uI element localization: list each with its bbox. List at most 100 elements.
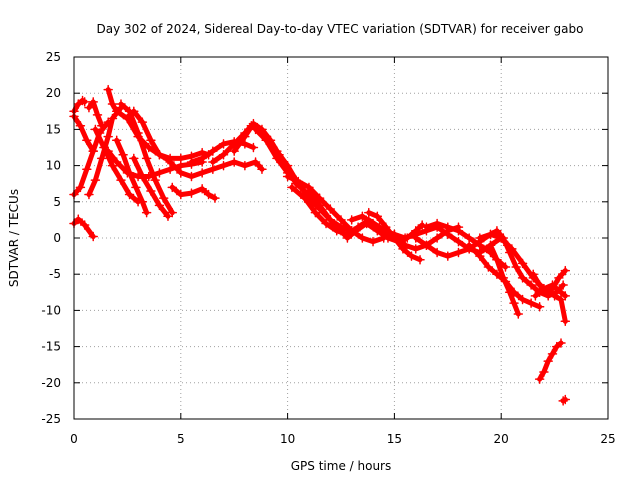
data-point <box>556 338 566 348</box>
data-point <box>197 153 207 164</box>
data-point <box>103 146 113 156</box>
data-point <box>111 157 122 167</box>
data-point <box>551 341 562 352</box>
data-point <box>103 84 113 95</box>
data-point <box>321 218 331 229</box>
data-point <box>116 99 126 109</box>
y-tick-label: -15 <box>41 340 61 354</box>
data-point <box>357 233 368 243</box>
data-point <box>432 218 442 229</box>
data-point <box>131 182 141 193</box>
x-tick-label: 15 <box>387 432 402 446</box>
data-point <box>304 186 314 196</box>
data-point <box>248 118 259 129</box>
data-point <box>229 157 239 167</box>
y-tick-label: -20 <box>41 376 61 390</box>
data-point <box>547 280 558 290</box>
series-12 <box>124 108 212 161</box>
y-tick-label: 10 <box>46 159 61 173</box>
x-tick-label: 0 <box>70 432 78 446</box>
data-point <box>549 291 560 301</box>
series-7 <box>92 126 141 205</box>
data-point <box>560 291 571 301</box>
data-point <box>453 226 464 236</box>
data-point <box>82 135 92 146</box>
x-tick-label: 25 <box>600 432 615 446</box>
data-point <box>107 99 118 109</box>
data-point <box>240 131 250 142</box>
data-point <box>453 247 464 258</box>
data-point <box>154 168 165 178</box>
data-point <box>534 374 545 384</box>
y-tick-label: 0 <box>53 231 61 245</box>
data-point <box>368 236 378 247</box>
data-point <box>99 142 109 153</box>
data-point <box>507 244 517 254</box>
data-point <box>526 280 536 290</box>
data-point <box>137 171 148 182</box>
data-point <box>336 215 346 225</box>
data-point <box>92 110 103 120</box>
data-point <box>176 189 186 200</box>
data-point <box>88 146 98 156</box>
data-point <box>406 251 417 261</box>
data-point <box>197 184 207 194</box>
data-point <box>287 182 297 193</box>
y-tick-labels: 25 20 15 10 5 0 -5 -10 -15 -20 -25 <box>41 50 61 426</box>
data-point <box>492 226 502 236</box>
data-point <box>79 97 90 107</box>
data-point <box>539 283 549 294</box>
data-point <box>208 146 218 156</box>
data-point <box>167 182 178 193</box>
data-point <box>492 254 502 265</box>
data-point <box>560 316 571 327</box>
data-point <box>97 153 107 164</box>
data-point <box>250 157 261 167</box>
y-axis-label: SDTVAR / TECUs <box>7 189 21 287</box>
series-4 <box>71 216 96 240</box>
data-point <box>539 367 549 377</box>
y-tick-label: 5 <box>53 195 61 209</box>
data-point <box>129 106 139 117</box>
data-point <box>208 157 218 167</box>
series-3 <box>71 119 111 198</box>
data-point <box>141 207 152 218</box>
data-point <box>163 211 173 222</box>
chart-title: Day 302 of 2024, Sidereal Day-to-day VTE… <box>97 22 584 36</box>
data-point <box>158 193 169 203</box>
data-point <box>534 280 545 290</box>
data-point <box>357 211 368 222</box>
data-point <box>150 175 160 185</box>
data-point <box>389 229 400 240</box>
data-point <box>368 218 378 229</box>
data-point <box>248 142 259 153</box>
x-tick-label: 10 <box>280 432 295 446</box>
data-point <box>124 189 135 200</box>
x-tick-label: 20 <box>494 432 509 446</box>
data-point <box>496 233 506 243</box>
data-point <box>88 231 98 242</box>
data-point <box>314 200 325 211</box>
data-point <box>167 207 178 218</box>
data-series <box>69 84 571 406</box>
data-point <box>526 298 536 308</box>
data-point <box>336 226 346 236</box>
data-point <box>75 121 86 131</box>
data-point <box>558 280 568 290</box>
data-point <box>513 309 524 319</box>
data-point <box>165 157 175 167</box>
data-point <box>485 240 496 250</box>
data-point <box>73 214 84 224</box>
data-point <box>186 157 197 167</box>
data-point <box>197 168 207 178</box>
data-point <box>218 160 229 171</box>
series-32 <box>530 268 568 295</box>
data-point <box>79 220 90 230</box>
data-point <box>364 207 374 218</box>
x-tick-label: 5 <box>177 432 185 446</box>
data-point <box>210 193 220 203</box>
data-point <box>88 97 98 107</box>
data-point <box>107 160 118 171</box>
data-point <box>84 189 94 200</box>
data-point <box>500 262 511 272</box>
